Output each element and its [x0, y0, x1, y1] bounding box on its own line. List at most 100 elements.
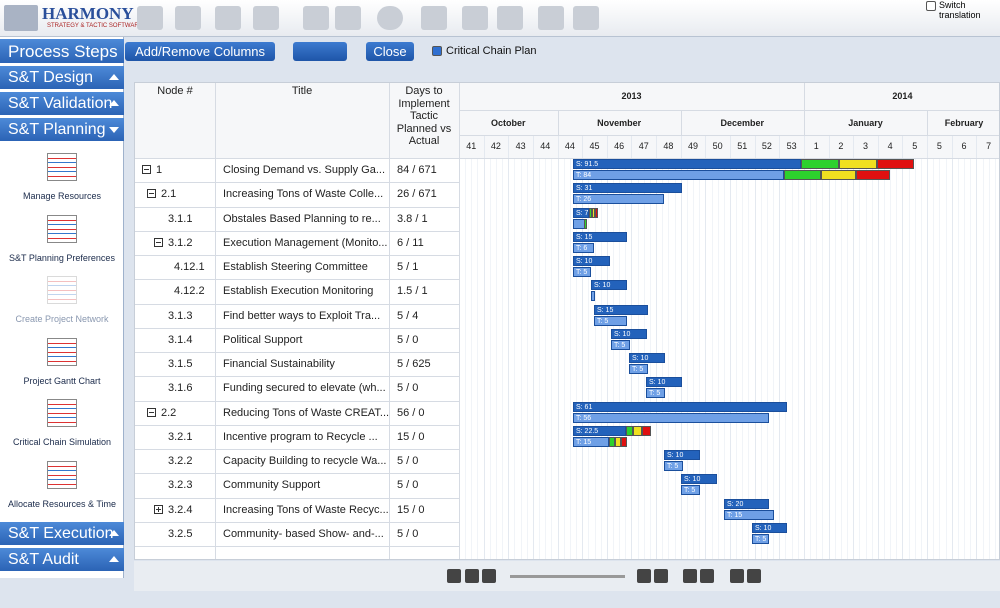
- buffer-segment: [626, 425, 633, 436]
- expander[interactable]: [154, 504, 163, 514]
- control-button[interactable]: [447, 569, 461, 583]
- year-label: 2014: [892, 91, 913, 101]
- tool-icon[interactable]: [47, 276, 77, 304]
- scheduled-bar: S: 31: [573, 183, 682, 194]
- week-label: 43: [515, 141, 526, 151]
- critical-chain-label[interactable]: Critical Chain Plan: [446, 45, 537, 57]
- control-button[interactable]: [747, 569, 761, 583]
- icon[interactable]: [377, 6, 403, 30]
- icon[interactable]: [137, 6, 163, 30]
- control-button[interactable]: [637, 569, 651, 583]
- icon[interactable]: [497, 6, 523, 30]
- week-label: 44: [540, 141, 551, 151]
- minus: [156, 241, 161, 243]
- controls-bar: [134, 561, 1000, 591]
- sidebar-header: Process Steps: [0, 39, 124, 63]
- icon[interactable]: [215, 6, 241, 30]
- tool-icon[interactable]: [47, 399, 77, 427]
- section[interactable]: S&T Design: [0, 66, 124, 89]
- buffer-segment: [615, 436, 621, 447]
- grid-line: [686, 158, 688, 559]
- week-label: 53: [786, 141, 797, 151]
- grid-line: [920, 158, 922, 559]
- buffer-segment: [595, 207, 598, 218]
- actual-bar: T: 26: [573, 194, 664, 205]
- slider[interactable]: [510, 575, 625, 578]
- font-size-buttons[interactable]: [293, 42, 347, 61]
- checkbox[interactable]: [432, 46, 442, 56]
- tool-label[interactable]: Critical Chain Simulation: [12, 437, 112, 447]
- icon[interactable]: [462, 6, 488, 30]
- tool-icon[interactable]: [47, 337, 77, 366]
- expander[interactable]: [147, 407, 156, 417]
- days: 56 / 0: [397, 406, 425, 419]
- icon[interactable]: [573, 6, 599, 30]
- column-header: Title: [291, 85, 313, 97]
- week-label: 49: [688, 141, 699, 151]
- tool-label[interactable]: Manage Resources: [22, 191, 102, 201]
- task-title: Political Support: [223, 333, 303, 346]
- node-number: 3.1.2: [168, 236, 193, 249]
- scheduled-bar: S: 15: [573, 231, 627, 242]
- grid-line: [215, 83, 216, 559]
- grid-line: [135, 497, 459, 499]
- tool-label[interactable]: Create Project Network: [15, 314, 109, 324]
- buffer-segment: [839, 159, 877, 169]
- checkbox[interactable]: [926, 1, 936, 11]
- actual-bar: T: 5: [752, 533, 769, 544]
- days: 5 / 625: [397, 358, 431, 370]
- actual-bar: T: 5: [629, 364, 648, 374]
- icon[interactable]: [253, 6, 279, 30]
- grid-line: [459, 110, 999, 111]
- icon[interactable]: [421, 6, 447, 30]
- grid-line: [902, 135, 904, 559]
- switch-translation[interactable]: Switch translation: [939, 0, 981, 20]
- tool-icon[interactable]: [47, 214, 77, 243]
- days: 5 / 1: [397, 261, 419, 273]
- grid-line: [459, 110, 460, 135]
- control-button[interactable]: [730, 569, 744, 583]
- task-title: Reducing Tons of Waste CREAT...: [223, 406, 390, 419]
- control-button[interactable]: [482, 569, 496, 583]
- icon[interactable]: [175, 6, 201, 30]
- arrow: [109, 127, 119, 133]
- control-button[interactable]: [700, 569, 714, 583]
- grid-line: [625, 158, 627, 559]
- arrow: [109, 530, 119, 536]
- node-number: 3.2.5: [168, 527, 193, 540]
- add-remove-button[interactable]: Add/Remove Columns: [125, 42, 275, 61]
- tool-label[interactable]: S&T Planning Preferences: [9, 252, 115, 263]
- scheduled-bar: S: 7.5: [573, 207, 589, 218]
- expander[interactable]: [142, 165, 151, 174]
- tool-label[interactable]: Project Gantt Chart: [23, 375, 101, 386]
- grid-line: [135, 255, 459, 256]
- icon[interactable]: [335, 6, 361, 30]
- grid-line: [970, 158, 972, 559]
- grid-line: [612, 158, 614, 559]
- control-button[interactable]: [654, 569, 668, 583]
- grid-line: [883, 158, 885, 559]
- section[interactable]: S&T Planning: [0, 118, 124, 141]
- grid-line: [822, 158, 824, 559]
- icon[interactable]: [538, 6, 564, 30]
- control-button[interactable]: [683, 569, 697, 583]
- control-button[interactable]: [465, 569, 479, 583]
- buffer-segment: [784, 170, 821, 180]
- tool-icon[interactable]: [47, 153, 77, 181]
- tool-label[interactable]: Allocate Resources & Time: [7, 498, 117, 509]
- close-button[interactable]: Close: [366, 42, 414, 61]
- task-title: Financial Sustainability: [223, 358, 335, 370]
- tool-icon[interactable]: [47, 460, 77, 489]
- section[interactable]: S&T Audit: [0, 548, 124, 571]
- expander[interactable]: [147, 189, 156, 199]
- grid-line: [135, 303, 459, 305]
- expander[interactable]: [154, 237, 163, 247]
- minus: [149, 411, 154, 413]
- icon[interactable]: [303, 6, 329, 30]
- actual-bar: T: 5: [664, 461, 683, 471]
- scheduled-bar: S: 10: [611, 328, 647, 339]
- section[interactable]: S&T Validation: [0, 92, 124, 115]
- days: 15 / 0: [397, 430, 425, 443]
- section[interactable]: S&T Execution: [0, 522, 124, 545]
- grid-line: [680, 110, 682, 135]
